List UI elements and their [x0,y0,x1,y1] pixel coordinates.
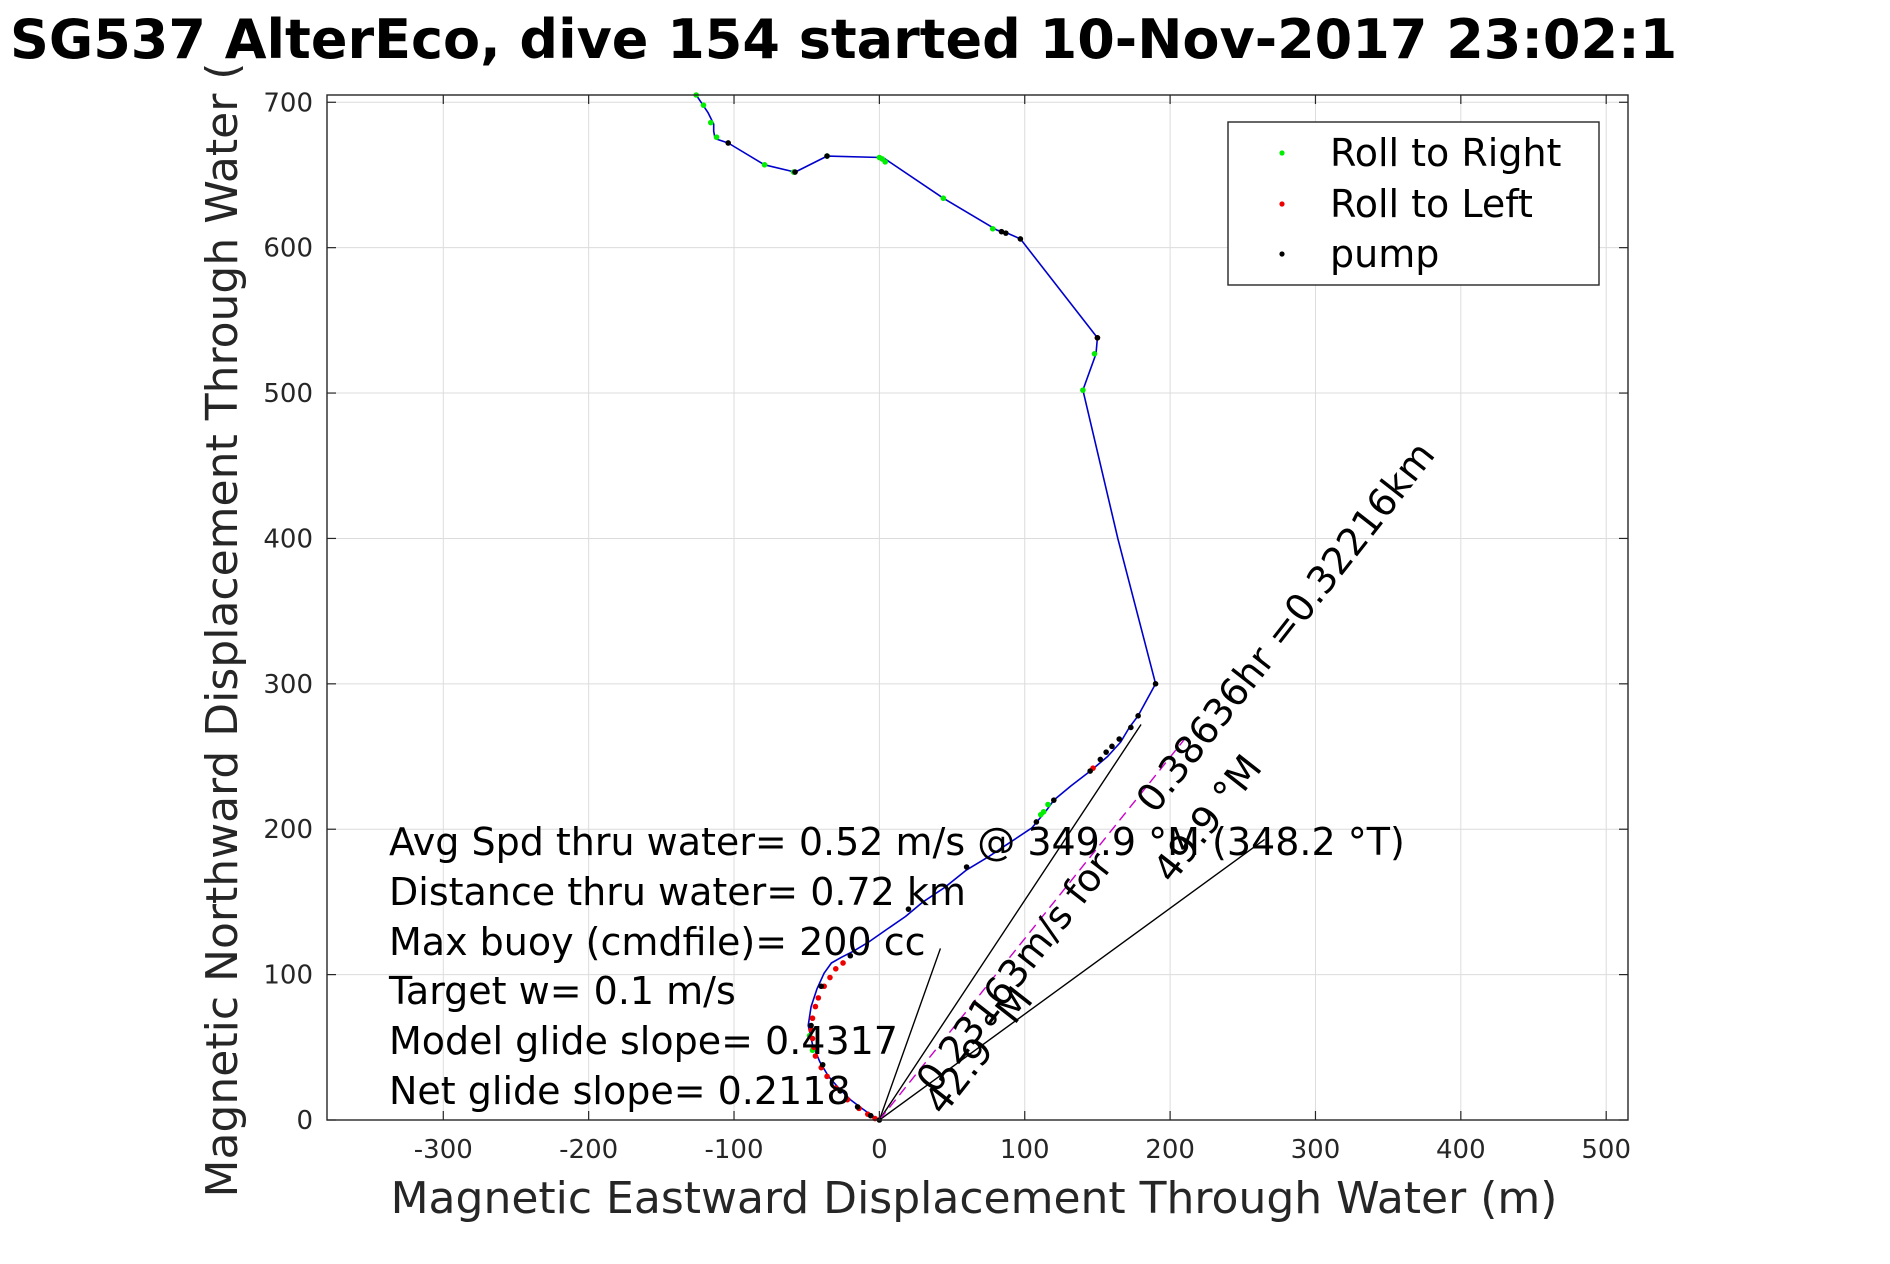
roll-left-point [809,1015,816,1022]
y-tick-label: 100 [263,961,313,991]
pump-point [1152,681,1159,687]
pump-point [905,906,912,912]
x-tick-label: -100 [705,1135,764,1165]
pump-point [818,983,825,990]
roll-left-point [815,995,822,1001]
roll-left-point [811,1044,817,1051]
roll-left-point [812,1053,819,1059]
pump-point [1094,335,1101,341]
legend-box [1227,121,1600,286]
legend-marker-roll-left [1279,201,1285,207]
legend-label-pump: pump [1330,232,1439,276]
stat-net-glide: Net glide slope= 0.2118 [389,1069,851,1113]
x-tick-label: 0 [871,1135,888,1165]
legend: Roll to Right Roll to Left pump [1227,121,1600,286]
roll-left-point [808,1027,814,1033]
pump-point [854,1104,861,1110]
x-tick-label: 400 [1436,1135,1486,1165]
pump-point [808,1022,814,1029]
pump-point [1087,768,1093,774]
chart-title: SG537 AlterEco, dive 154 started 10-Nov-… [10,8,1677,71]
track-line [695,94,1157,1121]
pump-point [824,153,830,159]
y-tick-label: 400 [263,524,313,554]
pump-point [998,228,1005,235]
vector-line [878,724,1142,1121]
stat-max-buoy: Max buoy (cmdfile)= 200 cc [389,920,926,964]
pump-point [867,1112,874,1119]
marker-series [693,92,1159,1123]
roll-right-point [713,134,720,140]
vector-line [878,948,942,1121]
stat-avg-speed: Avg Spd thru water= 0.52 m/s @ 349.9 °M … [389,820,1405,864]
roll-right-point [989,225,996,232]
pump-point [1109,743,1115,750]
roll-left-point [832,1085,839,1091]
legend-marker-roll-right [1279,150,1285,156]
x-tick-label: -200 [559,1135,618,1165]
ticks: -300 -200 -100 0 100 200 300 400 500 0 100 200 300 40… [263,88,1631,1165]
pump-point [847,952,854,959]
pump-point [1097,756,1104,763]
pump-point [837,1088,843,1094]
pump-point [792,169,798,175]
y-tick-label: 500 [263,379,313,409]
roll-right-point [882,159,888,165]
vector-line [878,838,1266,1121]
roll-left-point [840,960,846,966]
roll-right-point [1045,801,1051,808]
y-axis-label: Magnetic Northward Displacement Through … [197,63,248,1198]
legend-label-roll-right: Roll to Right [1330,131,1561,175]
roll-right-point [1040,808,1047,815]
stats-annotation: Avg Spd thru water= 0.52 m/s @ 349.9 °M … [388,820,1405,1113]
axes-frame [326,94,1629,1121]
vector-line [878,738,1186,1121]
y-tick-label: 600 [263,234,313,264]
roll-left-point [844,1096,851,1103]
x-tick-label: -300 [414,1135,473,1165]
pump-point [1033,819,1040,825]
track-series [695,94,1157,1121]
roll-right-point [1091,350,1098,357]
y-tick-label: 0 [296,1106,313,1136]
roll-left-point [827,974,833,981]
x-tick-label: 300 [1291,1135,1341,1165]
pump-point [1051,797,1057,803]
roll-left-point [832,965,839,972]
roll-right-point [761,161,768,168]
roll-left-point [824,1073,830,1080]
stat-target-w: Target w= 0.1 m/s [388,969,736,1013]
roll-left-point [809,1035,816,1042]
pump-point [1128,724,1134,731]
roll-right-point [707,119,714,126]
roll-right-point [700,102,707,108]
x-tick-label: 200 [1145,1135,1195,1165]
pump-point [1135,713,1141,719]
vector-lines [878,724,1266,1121]
stat-model-glide: Model glide slope= 0.4317 [389,1019,898,1063]
stat-distance: Distance thru water= 0.72 km [389,870,966,914]
pump-point [1116,736,1123,742]
y-tick-label: 200 [263,815,313,845]
pump-point [1017,236,1024,242]
y-tick-label: 300 [263,670,313,700]
roll-right-point [940,195,947,202]
pump-point [1003,230,1009,236]
legend-label-roll-left: Roll to Left [1330,182,1533,226]
pump-point [1103,749,1109,755]
x-tick-label: 500 [1581,1135,1631,1165]
x-tick-label: 100 [1000,1135,1050,1165]
x-axis-label: Magnetic Eastward Displacement Through W… [391,1173,1558,1224]
legend-marker-pump [1279,251,1285,257]
y-tick-label: 700 [263,88,313,118]
pump-point [963,864,970,870]
roll-right-point [1080,387,1086,393]
roll-left-point [812,1003,819,1010]
pump-point [725,140,732,146]
pump-point [819,1061,826,1068]
